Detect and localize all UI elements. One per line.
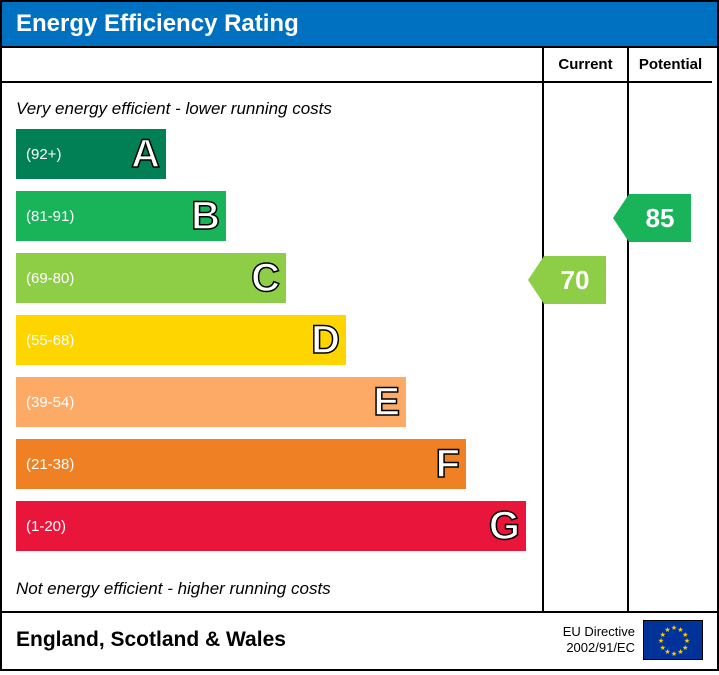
band-row-e: (39-54) E: [16, 377, 406, 427]
pointer-current: 70: [528, 256, 606, 304]
band-letter: E: [373, 380, 400, 425]
bands-area: Very energy efficient - lower running co…: [2, 81, 542, 611]
header-potential: Potential: [627, 48, 712, 81]
band-range: (92+): [16, 146, 61, 163]
band-range: (69-80): [16, 270, 74, 287]
band-letter: G: [489, 504, 520, 549]
flag-star-icon: ★: [664, 626, 670, 634]
band-range: (81-91): [16, 208, 74, 225]
band-letter: C: [251, 256, 280, 301]
band-row-c: (69-80) C: [16, 253, 286, 303]
pointer-arrow-icon: [528, 256, 544, 304]
pointer-arrow-icon: [613, 194, 629, 242]
band-row-f: (21-38) F: [16, 439, 466, 489]
band-row-a: (92+) A: [16, 129, 166, 179]
band-letter: D: [311, 318, 340, 363]
directive-line2: 2002/91/EC: [566, 640, 635, 655]
band-letter: F: [436, 442, 460, 487]
bars-container: (92+) A (81-91) B (69-80) C (55-68) D (39-54) E (2…: [2, 129, 542, 569]
title-bar: Energy Efficiency Rating: [2, 2, 717, 46]
caption-bottom: Not energy efficient - higher running co…: [2, 573, 542, 605]
region-text: England, Scotland & Wales: [16, 628, 563, 652]
flag-star-icon: ★: [677, 648, 683, 656]
band-range: (55-68): [16, 332, 74, 349]
pointer-potential: 85: [613, 194, 691, 242]
header-spacer: [2, 48, 542, 81]
epc-chart: Energy Efficiency Rating Current Potenti…: [0, 0, 719, 671]
band-row-g: (1-20) G: [16, 501, 526, 551]
band-range: (39-54): [16, 394, 74, 411]
band-letter: B: [191, 194, 220, 239]
directive-text: EU Directive 2002/91/EC: [563, 624, 643, 655]
chart-grid: Current Potential Very energy efficient …: [2, 46, 717, 611]
band-row-d: (55-68) D: [16, 315, 346, 365]
directive-line1: EU Directive: [563, 624, 635, 639]
band-range: (21-38): [16, 456, 74, 473]
band-row-b: (81-91) B: [16, 191, 226, 241]
column-potential: 85: [627, 81, 712, 611]
caption-top: Very energy efficient - lower running co…: [2, 93, 542, 125]
footer: England, Scotland & Wales EU Directive 2…: [2, 611, 717, 669]
flag-star-icon: ★: [671, 624, 677, 632]
pointer-value: 70: [544, 256, 606, 304]
column-current: 70: [542, 81, 627, 611]
flag-star-icon: ★: [671, 650, 677, 658]
title-text: Energy Efficiency Rating: [16, 10, 299, 37]
header-current: Current: [542, 48, 627, 81]
band-letter: A: [131, 132, 160, 177]
eu-flag-icon: ★★★★★★★★★★★★: [643, 620, 703, 660]
band-range: (1-20): [16, 518, 66, 535]
pointer-value: 85: [629, 194, 691, 242]
